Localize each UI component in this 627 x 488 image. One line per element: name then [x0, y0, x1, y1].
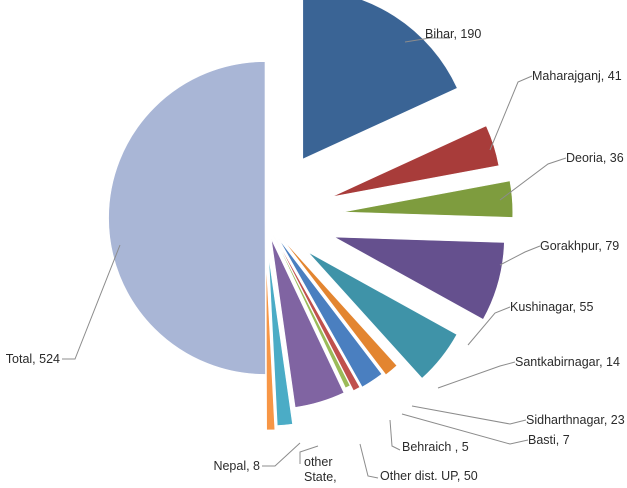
leader-line-other-dist-up	[359, 443, 379, 479]
leader-line-bihar	[404, 37, 450, 43]
pie-slice-nepal	[265, 259, 276, 431]
data-label-bihar: Bihar, 190	[425, 27, 481, 41]
pie-slice-behraich	[272, 234, 351, 389]
leader-line-other-state	[299, 445, 319, 464]
pie-slice-total	[108, 61, 266, 375]
pie-slice-gorakhpur	[334, 236, 505, 320]
data-label-kushinagar: Kushinagar, 55	[510, 300, 593, 314]
leader-line-gorakhpur	[499, 245, 541, 266]
data-label-nepal: Nepal, 8	[213, 459, 260, 473]
pie-slices	[108, 0, 514, 431]
data-label-santkabirnagar: Santkabirnagar, 14	[515, 355, 620, 369]
data-label-total: Total, 524	[6, 352, 60, 366]
leader-line-santkabirnagar	[437, 361, 516, 389]
pie-slice-santkabirnagar	[282, 239, 398, 376]
data-label-deoria: Deoria, 36	[566, 151, 624, 165]
pie-slice-other-state	[268, 255, 293, 426]
pie-slice-sidharthnagar	[278, 238, 383, 388]
pie-slice-deoria	[342, 180, 514, 218]
leader-line-basti	[401, 413, 529, 445]
data-label-maharajganj: Maharajganj, 41	[532, 69, 622, 83]
leader-line-deoria	[499, 157, 567, 201]
leader-line-sidharthnagar	[411, 405, 527, 425]
pie-slice-basti	[276, 239, 361, 392]
leader-line-total	[62, 244, 121, 360]
data-label-sidharthnagar: Sidharthnagar, 23	[526, 413, 625, 427]
data-label-other-state: other State,	[304, 455, 337, 484]
data-label-basti: Basti, 7	[528, 433, 570, 447]
leader-line-maharajganj	[489, 75, 533, 151]
data-label-behraich: Behraich , 5	[402, 440, 469, 454]
data-label-gorakhpur: Gorakhpur, 79	[540, 239, 619, 253]
leader-line-nepal	[262, 442, 301, 467]
leader-lines	[62, 37, 567, 479]
pie-slice-other-dist-up	[271, 238, 345, 408]
data-labels: Bihar, 190 Maharajganj, 41 Deoria, 36 Gorak…	[6, 27, 625, 484]
pie-slice-bihar	[302, 0, 458, 160]
leader-line-kushinagar	[467, 306, 511, 346]
pie-slice-kushinagar	[307, 251, 458, 379]
data-label-other-dist-up: Other dist. UP, 50	[380, 469, 478, 483]
pie-slice-maharajganj	[331, 125, 500, 198]
leader-line-behraich	[389, 419, 401, 451]
